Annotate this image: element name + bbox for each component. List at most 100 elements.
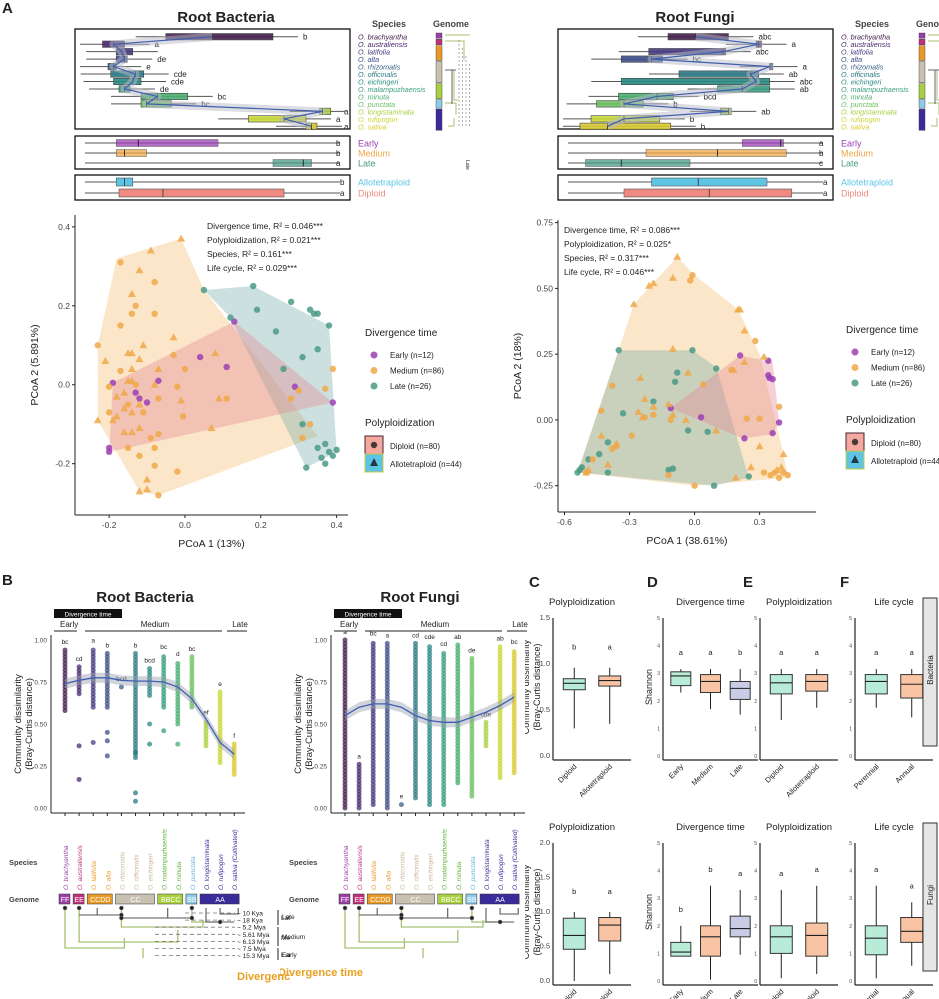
species-label: O. punctata [190, 856, 197, 890]
r-squared-annotation: Species, R² = 0.317*** [564, 253, 650, 263]
data-point [322, 440, 329, 448]
x-tick-label: Allotetraploid [577, 762, 614, 799]
y-tick-label: 0.50 [536, 283, 553, 293]
significance-letter: cde [174, 70, 187, 79]
divergence-box [115, 149, 147, 157]
panel-title: Polyploidization [549, 597, 615, 608]
data-point [740, 326, 749, 334]
species-label: O. rhizomatis [841, 63, 884, 72]
y-axis-label-sub: (Bray-Curtis distance) [24, 678, 35, 770]
data-point [76, 776, 82, 782]
legend-label: Medium (n=86) [390, 367, 444, 376]
data-point [691, 482, 698, 489]
significance-letter: a [679, 648, 684, 657]
ploidy-box [118, 188, 285, 198]
panel-title: Life cycle [874, 822, 914, 833]
ploidy-label: Allotetraploid [841, 178, 893, 188]
data-point [370, 640, 376, 646]
y-tick-label: 0.00 [34, 806, 47, 813]
ploidy-box-frame [74, 174, 351, 201]
data-point [108, 416, 117, 424]
divergence-label: Early [841, 139, 862, 149]
r-squared-annotation: Species, R² = 0.161*** [207, 249, 293, 259]
y-tick-label: 0 [754, 979, 757, 985]
significance-letter: a [779, 648, 784, 657]
y-tick-label: 0.0 [540, 751, 550, 760]
significance-letter: a [91, 637, 95, 644]
divergence-time-axis-label: Divergence time [237, 971, 290, 983]
y-tick-label: 0.25 [314, 764, 327, 771]
x-tick-label: Diploid [763, 762, 786, 785]
significance-letter: c [819, 159, 823, 168]
data-point [638, 413, 647, 421]
species-label: O. rhizomatis [358, 63, 401, 72]
divergence-scale-label: ~ 10 Kya [237, 911, 263, 918]
x-tick-label: 0.4 [331, 520, 343, 530]
y-tick-label: 1 [849, 726, 852, 732]
significance-letter: b [679, 905, 683, 914]
species-label: O. australiensis [358, 40, 408, 49]
y-tick-label: 4 [849, 644, 852, 650]
legend-label: Allotetraploid (n=44) [871, 457, 939, 466]
genome-block [437, 893, 464, 905]
node-marker [62, 905, 68, 911]
y-tick-label: 2 [754, 699, 757, 705]
significance-letter: a [336, 159, 341, 168]
y-tick-label: 4 [849, 869, 852, 875]
species-label: O. australiensis [841, 40, 891, 49]
data-point [155, 430, 162, 438]
genome-block [72, 893, 85, 905]
y-tick-label: 3 [849, 671, 852, 677]
significance-letter: bc [511, 639, 519, 646]
r-squared-annotation: Life cycle, R² = 0.046*** [564, 267, 655, 277]
data-point [112, 412, 121, 420]
y-tick-label: 1.5 [540, 613, 550, 622]
y-tick-label: -0.2 [55, 459, 70, 469]
divergence-box [115, 139, 219, 147]
species-label: O. longistaminata [204, 839, 211, 890]
species-label: O. punctata [841, 100, 878, 109]
ploidy-label: Diploid [841, 189, 869, 199]
legend-marker-early [370, 351, 378, 359]
data-point [139, 341, 148, 349]
species-label: O. rufipogon [218, 854, 225, 890]
significance-letter: abc [800, 78, 813, 87]
legend-label: Diploid (n=80) [390, 442, 440, 451]
facet-strip-label: Fungi [926, 885, 935, 905]
data-point [104, 729, 110, 735]
x-tick-label: -0.6 [557, 517, 572, 527]
significance-letter: cde [481, 711, 492, 718]
data-point [104, 650, 110, 656]
species-header: Species [9, 858, 37, 867]
significance-letter: ab [761, 107, 770, 116]
data-point [147, 434, 155, 442]
y-axis-label: Community dissimilarity [525, 639, 531, 734]
data-point [280, 365, 287, 373]
genome-header: Genome [9, 895, 39, 904]
data-point [745, 473, 752, 480]
species-box [247, 115, 307, 123]
data-point [76, 664, 82, 670]
data-point [94, 342, 101, 349]
ploidy-box-frame [557, 174, 834, 201]
significance-letter: bc [160, 644, 168, 651]
genome-label: AA [215, 897, 225, 904]
genome-block [352, 893, 365, 905]
data-point [120, 428, 129, 436]
legend-label: Late (n=26) [390, 382, 431, 391]
data-point [497, 644, 503, 650]
genome-label: EE [74, 897, 84, 904]
species-label: O. alta [841, 55, 862, 64]
data-point [650, 398, 657, 405]
y-axis-label: Community dissimilarity [293, 674, 304, 774]
divergence-box-frame [557, 135, 834, 170]
species-label: O. eichingeri [428, 853, 435, 890]
data-point [755, 442, 764, 450]
panel-label-b: B [2, 572, 13, 589]
significance-letter: b [708, 865, 712, 874]
species-header: Species [855, 19, 889, 29]
data-point [143, 475, 152, 483]
y-tick-label: 3 [657, 671, 660, 677]
significance-letter: cde [424, 634, 435, 641]
species-label: O. officinalis [414, 854, 421, 890]
